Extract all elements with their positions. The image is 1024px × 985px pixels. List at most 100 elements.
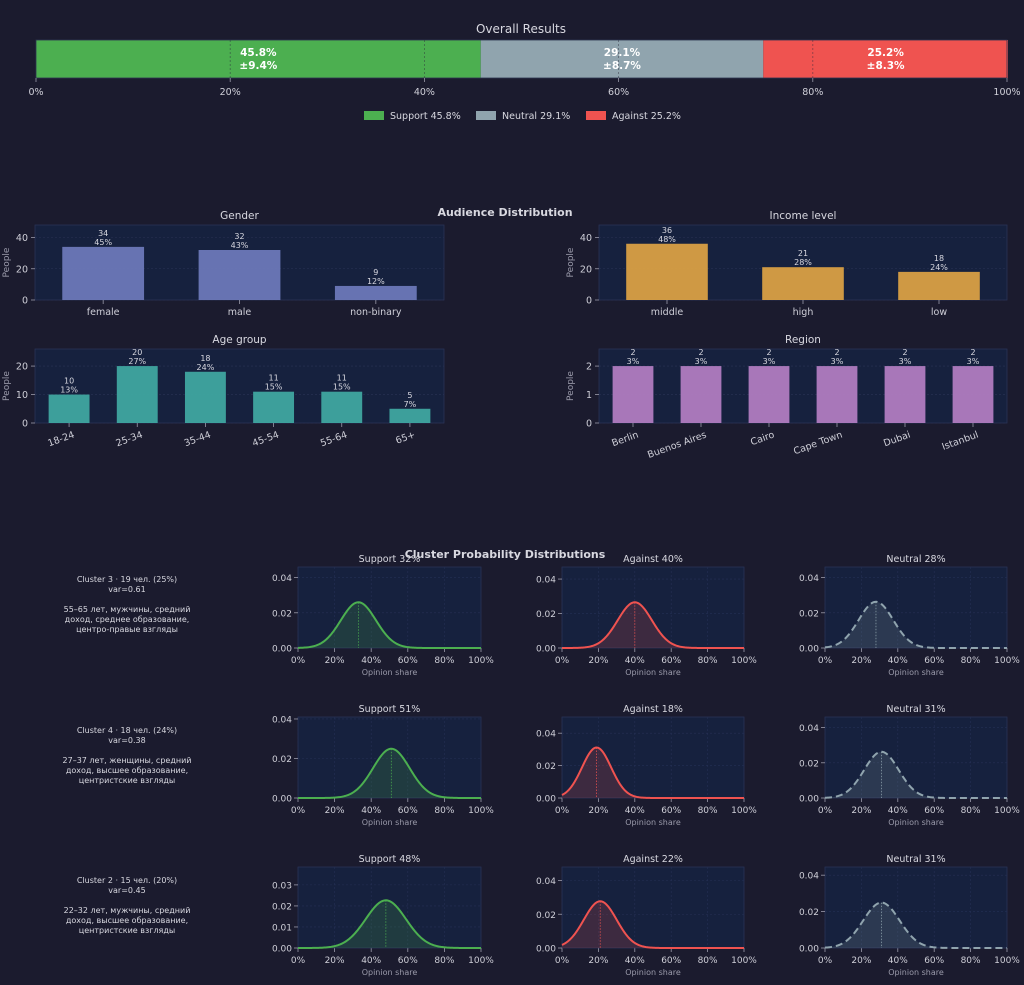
x-tick-label: 20%: [588, 806, 608, 816]
density-plot-area: [297, 716, 482, 799]
x-tick-label: 20%: [851, 806, 871, 816]
bar-value-label: 2: [834, 348, 839, 357]
x-tick-label: 100%: [994, 656, 1020, 666]
x-tick-label: non-binary: [350, 307, 402, 318]
x-tick-label: 100%: [731, 656, 757, 666]
bar-Istanbul: [952, 366, 994, 423]
x-tick-label: 60%: [924, 956, 944, 966]
y-axis-label: People: [566, 371, 576, 401]
density-area: [562, 901, 744, 948]
y-tick-label: 0.00: [536, 945, 556, 955]
density-title: Against 22%: [623, 854, 683, 865]
x-tick-label: 100%: [468, 656, 494, 666]
y-tick-label: 0.00: [272, 645, 292, 655]
y-tick-label: 0.04: [272, 574, 292, 584]
overall-legend: Support 45.8% Neutral 29.1% Against 25.2%: [364, 111, 681, 122]
density-plot-area: [824, 866, 1008, 949]
y-tick-label: 40: [16, 233, 28, 244]
y-tick-label: 0.00: [536, 795, 556, 805]
density-plot-area: [561, 716, 745, 799]
x-axis-label: Opinion share: [625, 968, 681, 977]
x-tick-label: 100%: [468, 956, 494, 966]
x-tick-label: 60%: [661, 956, 681, 966]
density-title: Support 32%: [359, 554, 421, 565]
y-tick-label: 0.04: [799, 574, 819, 584]
overall-tick-label: 20%: [220, 87, 241, 98]
bar-value-label: 10: [64, 377, 74, 386]
bar-pct-label: 3%: [967, 357, 980, 366]
x-tick-label: 40%: [888, 956, 908, 966]
y-tick-label: 0: [586, 296, 592, 307]
cluster-description-line: центристские взгляды: [79, 926, 175, 935]
legend-label-against: Against 25.2%: [612, 111, 681, 122]
overall-frame: [35, 39, 1008, 79]
x-tick-label: 45-54: [251, 429, 281, 449]
density-area: [825, 751, 1007, 798]
density-curve: [298, 899, 481, 949]
x-tick-label: 20%: [325, 956, 345, 966]
bar-55-64: [321, 391, 363, 423]
overall-err-label-support: ±9.4%: [239, 60, 277, 72]
overall-title: Overall Results: [476, 22, 566, 36]
cluster-description-line: доход, высшее образование,: [66, 916, 188, 925]
x-tick-label: 18-24: [46, 429, 76, 449]
chart-title: Region: [785, 334, 821, 346]
bar-pct-label: 27%: [128, 357, 146, 366]
chart-title: Gender: [220, 210, 259, 222]
bar-pct-label: 43%: [231, 241, 249, 250]
y-tick-label: 0.02: [799, 609, 819, 619]
y-tick-label: 0.02: [536, 911, 556, 921]
bar-pct-label: 15%: [333, 383, 351, 392]
x-tick-label: 60%: [398, 956, 418, 966]
x-tick-label: 55-64: [319, 429, 349, 449]
cluster-header: Cluster 2 · 15 чел. (20%): [77, 876, 177, 885]
cluster-section-title: Cluster Probability Distributions: [405, 548, 606, 561]
bar-value-label: 36: [662, 226, 672, 235]
bar-pct-label: 3%: [831, 357, 844, 366]
y-tick-label: 20: [16, 362, 28, 373]
x-tick-label: 80%: [434, 656, 454, 666]
x-tick-label: 80%: [961, 806, 981, 816]
bar-non-binary: [334, 285, 417, 300]
y-axis-label: People: [2, 247, 12, 277]
density-area: [825, 601, 1007, 648]
bar-pct-label: 3%: [763, 357, 776, 366]
y-tick-label: 0.00: [799, 645, 819, 655]
y-tick-label: 40: [580, 233, 592, 244]
overall-segment-support: [36, 40, 481, 78]
x-tick-label: Berlin: [610, 429, 640, 449]
cluster-variance: var=0.45: [108, 886, 145, 895]
bar-value-label: 5: [407, 391, 412, 400]
x-tick-label: 0%: [291, 806, 306, 816]
x-tick-label: Dubai: [882, 429, 912, 449]
legend-label-neutral: Neutral 29.1%: [502, 111, 570, 122]
density-chart: Support 32% 0% 20% 40% 60% 80% 100% 0.00 0.02 0.0…: [272, 554, 494, 677]
overall-err-label-neutral: ±8.7%: [603, 60, 641, 72]
x-tick-label: 60%: [398, 656, 418, 666]
x-tick-label: 80%: [698, 956, 718, 966]
x-tick-label: 0%: [818, 956, 833, 966]
density-area: [298, 602, 481, 648]
y-tick-label: 20: [16, 264, 28, 275]
cluster-header: Cluster 4 · 18 чел. (24%): [77, 726, 177, 735]
overall-stacked-bar: 45.8%±9.4% 29.1%±8.7% 25.2%±8.3% 0% 20% 40% 60…: [28, 39, 1021, 98]
overall-tick-label: 60%: [608, 87, 629, 98]
x-tick-label: 60%: [661, 656, 681, 666]
bar-pct-label: 7%: [404, 400, 417, 409]
bar-value-label: 32: [234, 232, 244, 241]
density-chart: Against 40% 0% 20% 40% 60% 80% 100% 0.00 0.02 0.0…: [536, 554, 757, 677]
x-tick-label: 100%: [731, 956, 757, 966]
x-tick-label: 20%: [325, 656, 345, 666]
x-axis-label: Opinion share: [362, 818, 418, 827]
bar-pct-label: 3%: [627, 357, 640, 366]
x-tick-label: 0%: [555, 956, 570, 966]
y-tick-label: 2: [586, 362, 592, 373]
bar-female: [62, 246, 145, 300]
density-title: Neutral 28%: [886, 554, 945, 565]
legend-swatch-against: [586, 111, 606, 120]
bar-Buenos Aires: [680, 366, 722, 423]
density-title: Against 18%: [623, 704, 683, 715]
bar-25-34: [116, 366, 158, 423]
